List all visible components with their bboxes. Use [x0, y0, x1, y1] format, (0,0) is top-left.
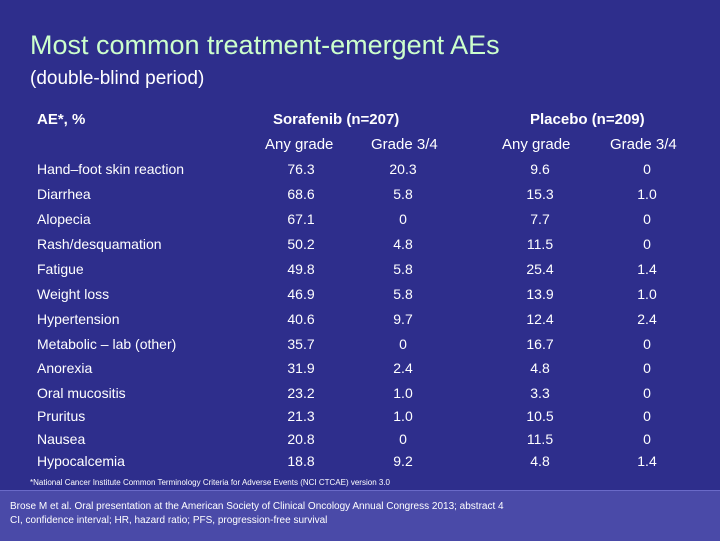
cell-sorafenib-any-grade: 46.9: [287, 286, 315, 302]
cell-placebo-grade34: 0: [643, 236, 651, 252]
cell-sorafenib-any-grade: 31.9: [287, 360, 315, 376]
cell-placebo-grade34: 0: [643, 336, 651, 352]
cell-sorafenib-any-grade: 40.6: [287, 311, 315, 327]
cell-sorafenib-any-grade: 49.8: [287, 261, 315, 277]
cell-sorafenib-any-grade: 50.2: [287, 236, 315, 252]
subheader-any-grade-sorafenib: Any grade: [265, 136, 334, 153]
cell-placebo-grade34: 0: [643, 408, 651, 424]
subheader-grade34-sorafenib: Grade 3/4: [371, 136, 438, 153]
slide-subtitle: (double-blind period): [30, 68, 205, 89]
cell-placebo-any-grade: 3.3: [530, 385, 550, 401]
cell-sorafenib-any-grade: 21.3: [287, 408, 315, 424]
row-label: Hypertension: [37, 311, 120, 327]
cell-sorafenib-grade34: 9.7: [393, 311, 413, 327]
cell-placebo-grade34: 0: [643, 385, 651, 401]
cell-sorafenib-grade34: 20.3: [389, 161, 417, 177]
cell-sorafenib-any-grade: 35.7: [287, 336, 315, 352]
cell-placebo-grade34: 0: [643, 360, 651, 376]
cell-placebo-any-grade: 12.4: [526, 311, 554, 327]
row-label: Metabolic – lab (other): [37, 336, 177, 352]
row-label: Hypocalcemia: [37, 453, 125, 469]
cell-placebo-grade34: 0: [643, 161, 651, 177]
cell-sorafenib-grade34: 2.4: [393, 360, 413, 376]
row-label: Nausea: [37, 431, 86, 447]
cell-placebo-grade34: 0: [643, 211, 651, 227]
cell-placebo-any-grade: 4.8: [530, 360, 550, 376]
reference-abbreviations: CI, confidence interval; HR, hazard rati…: [10, 515, 328, 526]
row-label: Hand–foot skin reaction: [37, 161, 185, 177]
subheader-grade34-placebo: Grade 3/4: [610, 136, 677, 153]
cell-sorafenib-grade34: 9.2: [393, 453, 413, 469]
cell-sorafenib-grade34: 5.8: [393, 286, 413, 302]
row-label: Anorexia: [37, 360, 93, 376]
cell-placebo-any-grade: 25.4: [526, 261, 554, 277]
row-label: Alopecia: [37, 211, 91, 227]
reference-citation: Brose M et al. Oral presentation at the …: [10, 501, 504, 512]
cell-placebo-grade34: 0: [643, 431, 651, 447]
cell-placebo-grade34: 1.0: [637, 186, 657, 202]
cell-sorafenib-any-grade: 67.1: [287, 211, 315, 227]
cell-sorafenib-grade34: 1.0: [393, 408, 413, 424]
row-label: Weight loss: [37, 286, 110, 302]
cell-placebo-grade34: 2.4: [637, 311, 657, 327]
footnote: *National Cancer Institute Common Termin…: [30, 478, 390, 487]
group-header-sorafenib: Sorafenib (n=207): [273, 111, 400, 128]
cell-placebo-any-grade: 13.9: [526, 286, 554, 302]
corner-header: AE*, %: [37, 111, 86, 128]
cell-placebo-any-grade: 4.8: [530, 453, 550, 469]
row-label: Diarrhea: [37, 186, 91, 202]
cell-placebo-any-grade: 9.6: [530, 161, 550, 177]
cell-sorafenib-grade34: 0: [399, 431, 407, 447]
subheader-any-grade-placebo: Any grade: [502, 136, 571, 153]
cell-placebo-any-grade: 15.3: [526, 186, 554, 202]
slide-title: Most common treatment-emergent AEs: [30, 30, 500, 60]
cell-placebo-grade34: 1.4: [637, 453, 657, 469]
cell-sorafenib-grade34: 0: [399, 336, 407, 352]
cell-placebo-grade34: 1.0: [637, 286, 657, 302]
cell-sorafenib-grade34: 4.8: [393, 236, 413, 252]
cell-sorafenib-any-grade: 76.3: [287, 161, 315, 177]
cell-placebo-any-grade: 11.5: [526, 236, 554, 252]
row-label: Oral mucositis: [37, 385, 126, 401]
cell-sorafenib-grade34: 5.8: [393, 186, 413, 202]
row-label: Rash/desquamation: [37, 236, 162, 252]
cell-placebo-any-grade: 10.5: [526, 408, 554, 424]
reference-box: Brose M et al. Oral presentation at the …: [0, 490, 720, 541]
group-header-placebo: Placebo (n=209): [530, 111, 645, 128]
cell-placebo-any-grade: 16.7: [526, 336, 554, 352]
cell-placebo-any-grade: 7.7: [530, 211, 550, 227]
cell-placebo-grade34: 1.4: [637, 261, 657, 277]
row-label: Pruritus: [37, 408, 86, 424]
cell-sorafenib-grade34: 0: [399, 211, 407, 227]
row-label: Fatigue: [37, 261, 84, 277]
cell-sorafenib-any-grade: 20.8: [287, 431, 315, 447]
cell-sorafenib-any-grade: 68.6: [287, 186, 315, 202]
cell-sorafenib-any-grade: 23.2: [287, 385, 315, 401]
cell-placebo-any-grade: 11.5: [526, 431, 554, 447]
cell-sorafenib-grade34: 1.0: [393, 385, 413, 401]
cell-sorafenib-any-grade: 18.8: [287, 453, 315, 469]
cell-sorafenib-grade34: 5.8: [393, 261, 413, 277]
